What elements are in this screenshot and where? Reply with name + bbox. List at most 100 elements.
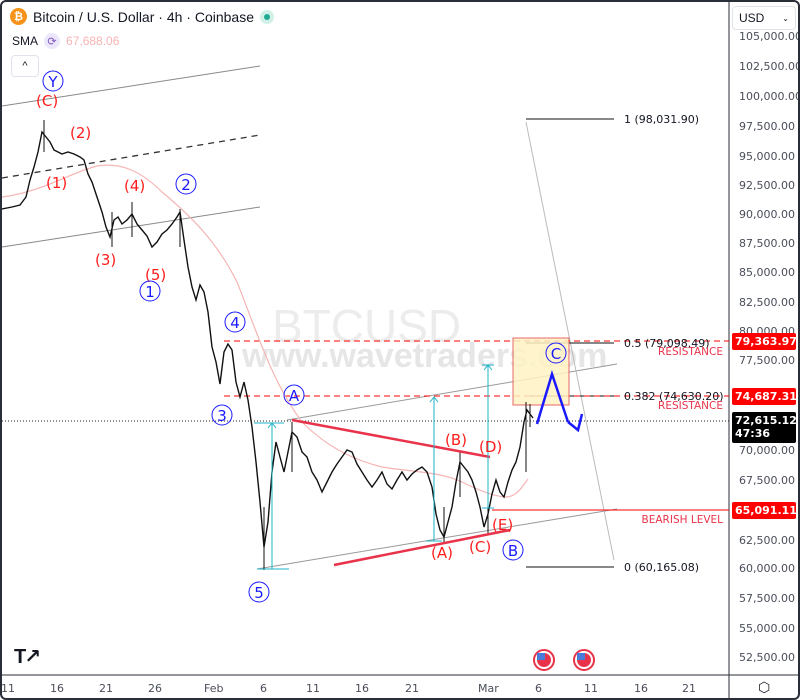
- y-tick: 70,000.00: [739, 444, 795, 457]
- bearish-price-tag: 65,091.11: [732, 502, 797, 519]
- y-tick: 67,500.00: [739, 474, 795, 487]
- x-tick: 21: [682, 682, 696, 695]
- chevron-down-icon: ⌄: [782, 13, 789, 23]
- projection-path: [535, 369, 570, 425]
- y-tick: 55,000.00: [739, 622, 795, 635]
- svg-text:(3): (3): [95, 251, 116, 269]
- svg-text:(D): (D): [479, 438, 502, 456]
- watermark-symbol: BTCUSD: [272, 300, 461, 352]
- y-tick: 92,500.00: [739, 179, 795, 192]
- triangle-lower-grey: [256, 508, 618, 570]
- svg-text:0.382 (74,630.20): 0.382 (74,630.20): [624, 390, 724, 403]
- x-tick: 16: [355, 682, 369, 695]
- svg-text:0.5 (79,098.49): 0.5 (79,098.49): [624, 337, 710, 350]
- svg-text:(5): (5): [145, 266, 166, 284]
- channel-upper: [2, 65, 261, 107]
- svg-text:(2): (2): [70, 124, 91, 142]
- resistance-price-tag: 79,363.97: [732, 333, 797, 350]
- svg-text:0 (60,165.08): 0 (60,165.08): [624, 561, 699, 574]
- symbol-title: Bitcoin / U.S. Dollar · 4h · Coinbase: [33, 8, 254, 25]
- y-tick: 95,000.00: [739, 150, 795, 163]
- svg-text:(B): (B): [445, 431, 467, 449]
- y-tick: 85,000.00: [739, 266, 795, 279]
- x-tick: 16: [634, 682, 648, 695]
- us-event-icon[interactable]: [573, 649, 595, 671]
- svg-text:Y: Y: [47, 73, 58, 91]
- x-tick: 21: [99, 682, 113, 695]
- channel-lower: [2, 206, 261, 248]
- fib-labels: 1 (98,031.90) 0.5 (79,098.49) 0.382 (74,…: [624, 113, 724, 574]
- y-tick: 90,000.00: [739, 208, 795, 221]
- x-tick: 11: [306, 682, 320, 695]
- x-tick: Feb: [204, 682, 224, 695]
- svg-text:5: 5: [254, 584, 264, 602]
- triangle-lower-red: [333, 528, 511, 567]
- svg-text:(4): (4): [124, 177, 145, 195]
- market-status-icon: [259, 9, 274, 24]
- x-tick: 11: [1, 682, 15, 695]
- indicator-value: 67,688.06: [66, 34, 120, 48]
- settings-icon[interactable]: ⬡: [758, 679, 771, 695]
- last-price-value: 72,615.12: [735, 414, 797, 427]
- y-tick: 87,500.00: [739, 237, 795, 250]
- y-tick: 97,500.00: [739, 120, 795, 133]
- x-tick: 11: [584, 682, 598, 695]
- y-tick: 105,000.00: [739, 30, 800, 43]
- x-tick: 6: [535, 682, 542, 695]
- loading-icon: ⟳: [44, 33, 61, 49]
- svg-text:C: C: [551, 345, 561, 363]
- price-series: [2, 130, 534, 548]
- wave-labels-blue: Y 2 1 4 3 5 A B C: [42, 70, 567, 603]
- x-tick: Mar: [478, 682, 499, 695]
- svg-text:(A): (A): [431, 544, 453, 562]
- target-zone-box: [512, 337, 570, 406]
- bitcoin-icon: ₿: [10, 8, 27, 25]
- y-tick: 62,500.00: [739, 534, 795, 547]
- projection-arrowhead: [567, 413, 584, 433]
- svg-text:(C): (C): [36, 92, 58, 110]
- svg-text:RESISTANCE: RESISTANCE: [658, 400, 723, 412]
- symbol-header[interactable]: ₿ Bitcoin / U.S. Dollar · 4h · Coinbase: [10, 8, 274, 25]
- svg-text:BEARISH LEVEL: BEARISH LEVEL: [642, 514, 724, 526]
- y-tick: 57,500.00: [739, 592, 795, 605]
- y-tick: 82,500.00: [739, 296, 795, 309]
- wave-labels-red: (C) (2) (1) (4) (3) (5) (B) (D) (E) (A) …: [36, 92, 513, 562]
- measure-arrows: [254, 364, 494, 570]
- y-tick: 60,000.00: [739, 562, 795, 575]
- level-annotations: RESISTANCE RESISTANCE BEARISH LEVEL: [642, 346, 724, 526]
- y-tick: 77,500.00: [739, 354, 795, 367]
- svg-text:4: 4: [230, 314, 240, 332]
- bar-countdown: 47:36: [735, 427, 771, 440]
- collapse-legend-button[interactable]: ^: [11, 55, 39, 77]
- tradingview-logo[interactable]: T↗: [14, 646, 41, 668]
- svg-text:RESISTANCE: RESISTANCE: [658, 346, 723, 358]
- y-tick: 100,000.00: [739, 90, 800, 103]
- svg-text:(1): (1): [46, 174, 67, 192]
- x-tick: 16: [50, 682, 64, 695]
- resistance-price-tag: 74,687.31: [732, 388, 797, 405]
- svg-text:(C): (C): [469, 538, 491, 556]
- currency-select[interactable]: USD ⌄: [732, 6, 796, 30]
- triangle-upper-red: [291, 418, 491, 459]
- chevron-up-icon: ^: [22, 60, 28, 72]
- currency-value: USD: [739, 11, 765, 25]
- svg-text:3: 3: [217, 407, 227, 425]
- x-tick: 21: [405, 682, 419, 695]
- x-tick: 6: [260, 682, 267, 695]
- svg-text:1 (98,031.90): 1 (98,031.90): [624, 113, 699, 126]
- indicator-name: SMA: [12, 34, 39, 48]
- last-price-tag: 72,615.12 47:36: [732, 412, 797, 443]
- svg-text:2: 2: [181, 176, 191, 194]
- indicator-legend[interactable]: SMA ⟳ 67,688.06: [12, 33, 119, 49]
- y-tick: 102,500.00: [739, 60, 800, 73]
- svg-text:1: 1: [145, 283, 155, 301]
- svg-text:A: A: [289, 387, 300, 405]
- us-event-icon[interactable]: [533, 649, 555, 671]
- y-tick: 52,500.00: [739, 651, 795, 664]
- x-tick: 26: [148, 682, 162, 695]
- svg-text:(E): (E): [492, 516, 513, 534]
- svg-text:B: B: [508, 542, 518, 560]
- sma-line: [2, 164, 529, 498]
